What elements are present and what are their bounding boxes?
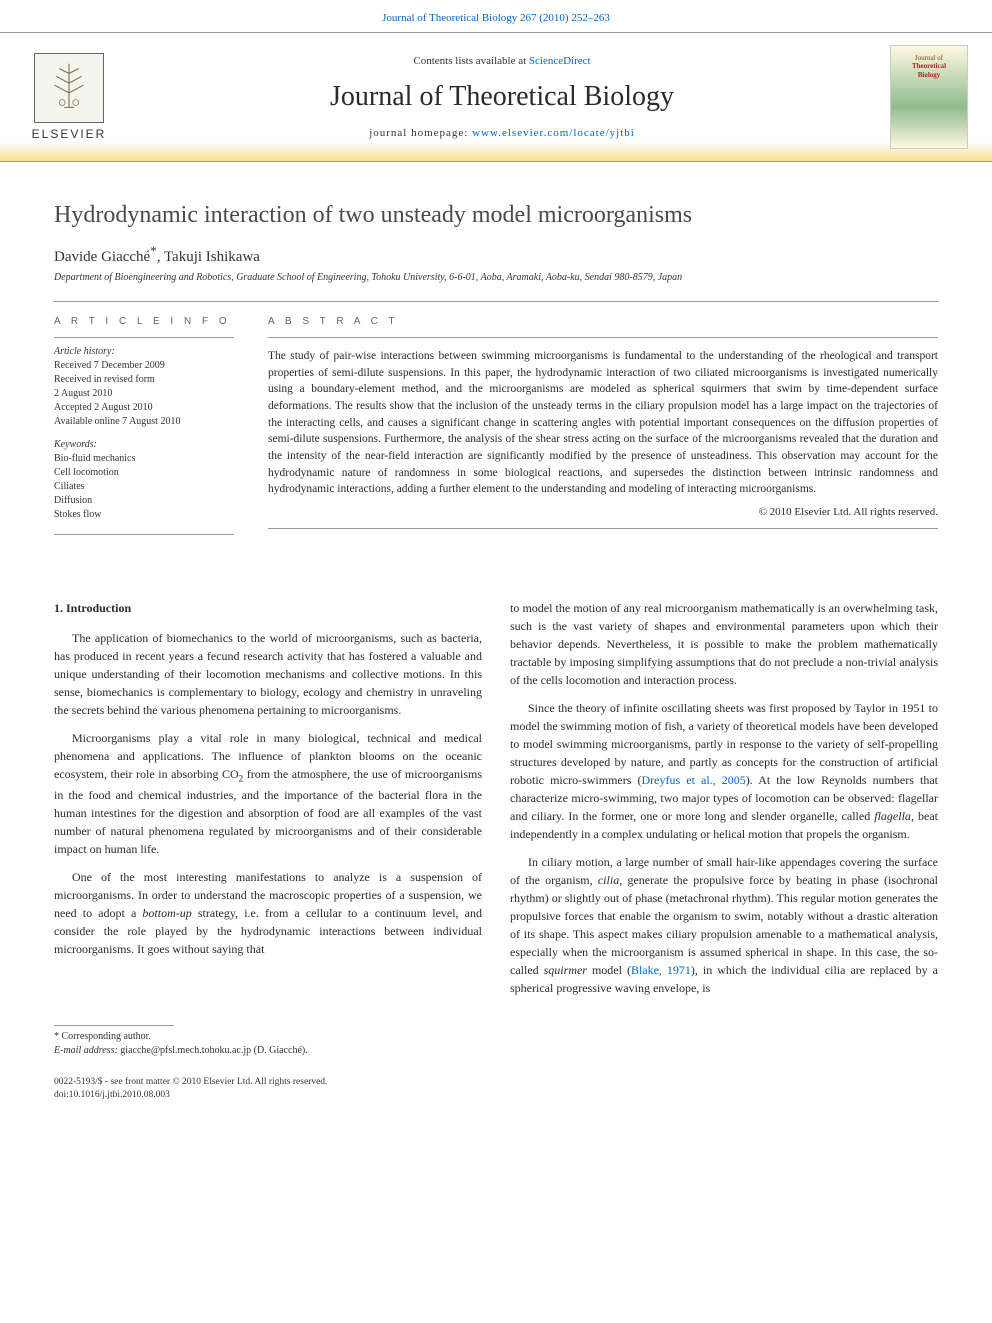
email-label: E-mail address: [54,1045,118,1056]
revised-line-2: 2 August 2010 [54,387,234,401]
article-header: Hydrodynamic interaction of two unsteady… [0,162,992,569]
elsevier-tree-icon [34,53,104,123]
publisher-logo[interactable]: ELSEVIER [24,42,114,152]
journal-cover-thumb[interactable]: Journal of Theoretical Biology [890,45,968,149]
para-3: One of the most interesting manifestatio… [54,868,482,958]
author-1: Davide Giacché [54,249,150,265]
abstract-rule-bottom [268,528,938,529]
cover-line2: Theoretical [912,62,946,70]
homepage-prefix: journal homepage: [369,127,472,139]
masthead-center: Contents lists available at ScienceDirec… [114,55,890,139]
article-info: A R T I C L E I N F O Article history: R… [54,316,234,535]
keyword-3: Ciliates [54,480,234,494]
received-line: Received 7 December 2009 [54,359,234,373]
footnote-area: * Corresponding author. E-mail address: … [0,1017,992,1068]
section-heading: 1. Introduction [54,599,482,617]
para-2: Microorganisms play a vital role in many… [54,729,482,858]
keyword-5: Stokes flow [54,508,234,522]
author-sep: , [157,249,164,265]
abstract-heading: A B S T R A C T [268,316,938,327]
revised-line-1: Received in revised form [54,373,234,387]
contents-prefix: Contents lists available at [413,55,528,67]
email-value: giacche@pfsl.mech.tohoku.ac.jp (D. Giacc… [118,1045,308,1056]
p5-ital: flagella [874,809,911,823]
affiliation: Department of Bioengineering and Robotic… [54,272,938,283]
keywords-label: Keywords: [54,439,234,450]
issn-line: 0022-5193/$ - see front matter © 2010 El… [54,1076,938,1089]
homepage-line: journal homepage: www.elsevier.com/locat… [114,127,890,139]
authors: Davide Giacché*, Takuji Ishikawa [54,243,938,266]
ref-dreyfus[interactable]: Dreyfus et al., 2005 [642,773,746,787]
corr-author-note: * Corresponding author. [54,1030,938,1044]
masthead: ELSEVIER Contents lists available at Sci… [0,32,992,162]
info-abstract-row: A R T I C L E I N F O Article history: R… [54,302,938,549]
info-heading: A R T I C L E I N F O [54,316,234,327]
keyword-1: Bio-fluid mechanics [54,452,234,466]
bottom-meta: 0022-5193/$ - see front matter © 2010 El… [0,1068,992,1123]
cover-line1: Journal of [915,54,943,62]
abstract-rule [268,337,938,338]
homepage-link[interactable]: www.elsevier.com/locate/yjtbi [472,127,635,139]
p6-b: , generate the propulsive force by beati… [510,873,938,977]
online-line: Available online 7 August 2010 [54,415,234,429]
body-columns: 1. Introduction The application of biome… [0,569,992,1017]
author-2: Takuji Ishikawa [164,249,260,265]
column-left: 1. Introduction The application of biome… [54,599,482,1007]
article-title: Hydrodynamic interaction of two unsteady… [54,202,938,229]
history-label: Article history: [54,346,234,357]
email-line: E-mail address: giacche@pfsl.mech.tohoku… [54,1044,938,1058]
contents-line: Contents lists available at ScienceDirec… [114,55,890,67]
accepted-line: Accepted 2 August 2010 [54,401,234,415]
doi-line: doi:10.1016/j.jtbi.2010.08.003 [54,1089,938,1102]
p6-ital2: squirmer [544,963,587,977]
abstract: A B S T R A C T The study of pair-wise i… [268,316,938,535]
footnote-rule [54,1025,174,1026]
info-rule-bottom [54,534,234,535]
publisher-name: ELSEVIER [32,127,107,141]
abstract-copyright: © 2010 Elsevier Ltd. All rights reserved… [268,506,938,518]
p6-c: model ( [587,963,631,977]
journal-name: Journal of Theoretical Biology [114,81,890,113]
keywords-block: Keywords: Bio-fluid mechanics Cell locom… [54,439,234,522]
para-1: The application of biomechanics to the w… [54,629,482,719]
para-6: In ciliary motion, a large number of sma… [510,853,938,997]
abstract-text: The study of pair-wise interactions betw… [268,348,938,498]
sciencedirect-link[interactable]: ScienceDirect [529,55,591,67]
keyword-4: Diffusion [54,494,234,508]
ref-blake[interactable]: Blake, 1971 [631,963,691,977]
para-4: to model the motion of any real microorg… [510,599,938,689]
header-citation-link[interactable]: Journal of Theoretical Biology 267 (2010… [382,12,610,24]
keyword-2: Cell locomotion [54,466,234,480]
cover-line3: Biology [918,71,941,79]
info-rule [54,337,234,338]
para-5: Since the theory of infinite oscillating… [510,699,938,843]
column-right: to model the motion of any real microorg… [510,599,938,1007]
p3-ital: bottom-up [142,906,191,920]
header-citation: Journal of Theoretical Biology 267 (2010… [0,0,992,32]
cover-thumb-title: Journal of Theoretical Biology [912,54,946,79]
p6-ital1: cilia [598,873,619,887]
